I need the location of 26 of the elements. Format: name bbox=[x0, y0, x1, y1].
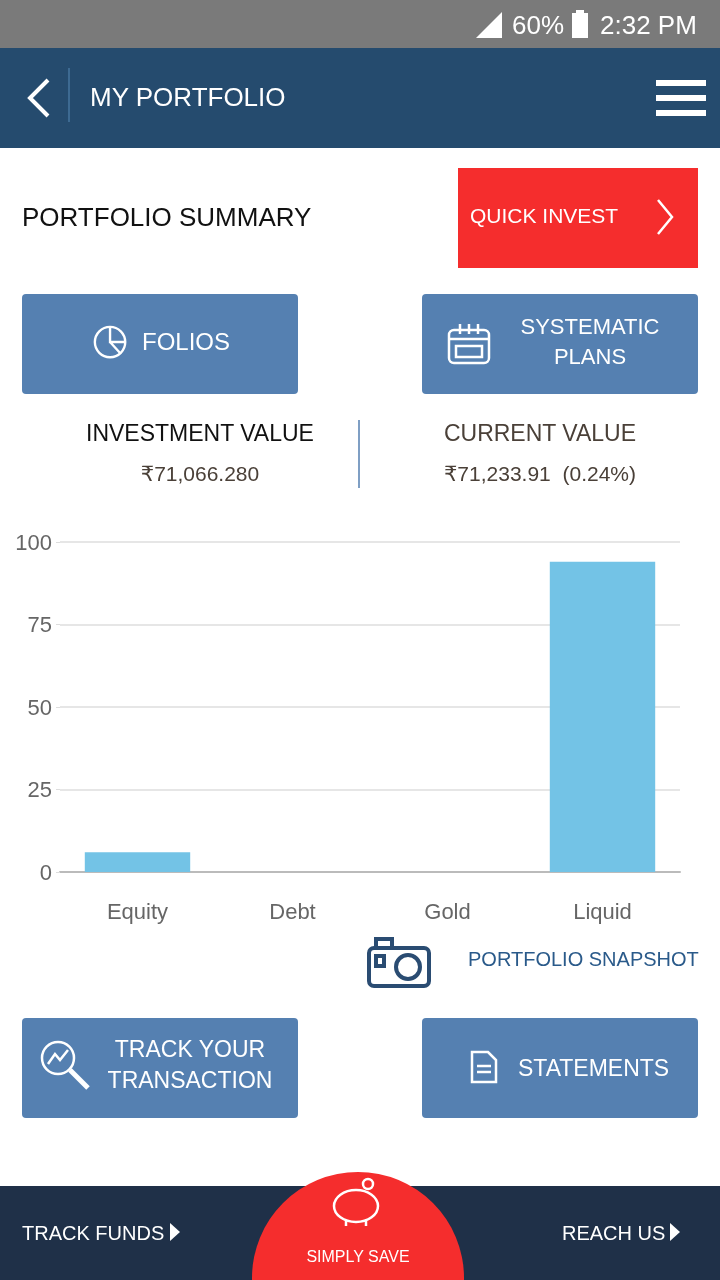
x-tick-label: Gold bbox=[424, 898, 471, 924]
text: FOLIOS bbox=[142, 327, 231, 357]
chart-title: PORTFOLIO SUMMARY bbox=[22, 202, 312, 233]
y-tick-label: 50 bbox=[27, 694, 52, 720]
text: INVESTMENT VALUE bbox=[85, 419, 315, 448]
y-tick-label: 25 bbox=[27, 777, 52, 802]
text: REACH US bbox=[562, 1221, 666, 1246]
text: QUICK INVEST bbox=[470, 203, 619, 229]
text: STATEMENTS bbox=[518, 1054, 670, 1083]
y-tick-label: 0 bbox=[39, 859, 52, 885]
text: TRACK FUNDS bbox=[22, 1221, 165, 1246]
y-tick-label: 100 bbox=[15, 529, 52, 555]
text: 60% bbox=[512, 9, 565, 42]
text: SIMPLY SAVE bbox=[305, 1247, 411, 1267]
text: 2:32 PM bbox=[600, 9, 697, 42]
text: SYSTEMATIC PLANS bbox=[519, 313, 661, 371]
x-tick-label: Liquid bbox=[573, 898, 632, 924]
text: TRACK YOUR TRANSACTION bbox=[106, 1035, 274, 1096]
text: PORTFOLIO SNAPSHOT bbox=[468, 947, 699, 972]
text: ₹71,233.91 (0.24%) bbox=[443, 461, 637, 487]
text: MY PORTFOLIO bbox=[90, 81, 286, 114]
text: ₹71,066.280 bbox=[139, 461, 261, 487]
x-tick-label: Debt bbox=[269, 898, 316, 924]
y-tick-label: 75 bbox=[27, 612, 52, 637]
x-tick-label: Equity bbox=[106, 898, 169, 924]
text: CURRENT VALUE bbox=[442, 419, 638, 448]
